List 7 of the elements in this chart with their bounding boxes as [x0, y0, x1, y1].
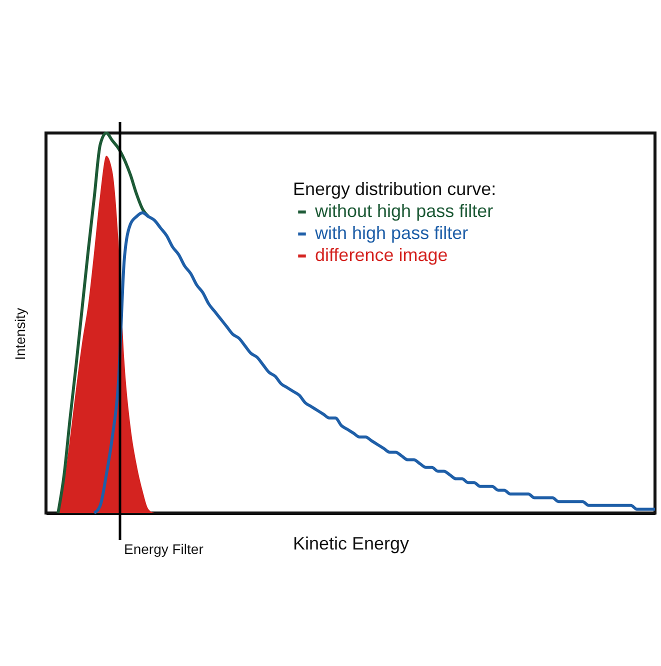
- x-axis-title: Kinetic Energy: [292, 534, 410, 554]
- legend-label: difference image: [315, 245, 448, 265]
- legend-label: without high pass filter: [314, 201, 494, 221]
- y-axis-title: Intensity: [12, 308, 28, 360]
- legend-label: with high pass filter: [314, 223, 468, 243]
- legend-title: Energy distribution curve:: [293, 179, 496, 199]
- text: Energy Filter: [124, 541, 204, 557]
